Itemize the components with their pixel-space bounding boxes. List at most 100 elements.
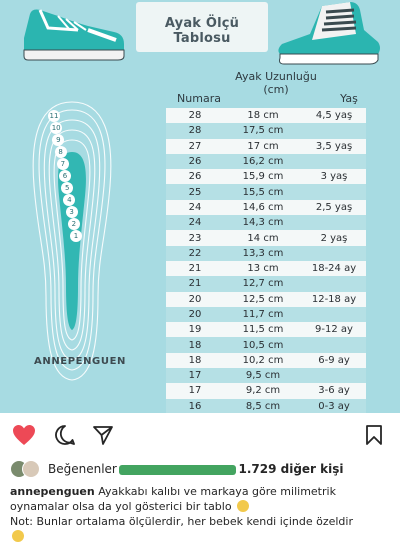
table-row: 26 15,9 cm 3 yaş bbox=[166, 169, 366, 185]
table-row: 25 15,5 cm bbox=[166, 184, 366, 200]
send-icon[interactable] bbox=[92, 424, 114, 446]
foot-length: 18 cm bbox=[247, 110, 279, 122]
size-number: 21 bbox=[188, 278, 202, 290]
foot-length: 12,7 cm bbox=[242, 278, 284, 290]
caption-username[interactable]: annepenguen bbox=[10, 485, 95, 498]
table-row: 18 10,5 cm bbox=[166, 337, 366, 353]
foot-length: 9,5 cm bbox=[245, 370, 281, 382]
sneaker-left-illustration bbox=[23, 9, 125, 61]
foot-length: 10,5 cm bbox=[242, 339, 284, 351]
age-range: 2 yaş bbox=[320, 232, 348, 244]
age-range: 6-9 ay bbox=[318, 354, 350, 366]
foot-length: 15,9 cm bbox=[242, 171, 284, 183]
table-row: 20 11,7 cm bbox=[166, 306, 366, 323]
redaction-scribble bbox=[118, 465, 237, 475]
foot-length: 12,5 cm bbox=[242, 293, 284, 305]
age-range: 3 yaş bbox=[320, 171, 348, 183]
age-range: 12-18 ay bbox=[311, 293, 357, 305]
bookmark-icon[interactable] bbox=[364, 424, 384, 446]
foot-size-marker: 9 bbox=[52, 134, 65, 146]
foot-length: 13 cm bbox=[247, 263, 279, 275]
likes-prefix: Beğenenler bbox=[48, 462, 117, 476]
likes-count[interactable]: 1.729 diğer kişi bbox=[238, 462, 344, 476]
foot-length: 14 cm bbox=[247, 232, 279, 244]
header-age: Yaş bbox=[340, 92, 358, 105]
age-range: 2,5 yaş bbox=[315, 201, 353, 213]
size-number: 24 bbox=[188, 217, 202, 229]
size-number: 28 bbox=[188, 125, 202, 137]
table-row: 23 14 cm 2 yaş bbox=[166, 230, 366, 246]
liker-avatars bbox=[10, 460, 42, 478]
age-range: 4,5 yaş bbox=[315, 110, 353, 122]
foot-size-marker: 10 bbox=[50, 122, 63, 134]
age-range: 3-6 ay bbox=[318, 385, 350, 397]
table-row: 21 12,7 cm bbox=[166, 276, 366, 292]
heart-icon[interactable] bbox=[12, 424, 36, 446]
foot-size-marker: 5 bbox=[61, 182, 74, 194]
likes-summary[interactable]: Beğenenler xxxxxxxxxxxxxxxx 1.729 diğer … bbox=[10, 459, 344, 479]
age-range: 3,5 yaş bbox=[315, 140, 353, 152]
chart-title: Ayak Ölçü Tablosu bbox=[164, 16, 240, 46]
foot-length: 14,6 cm bbox=[242, 201, 284, 213]
table-row: 20 12,5 cm 12-18 ay bbox=[166, 291, 366, 307]
size-number: 27 bbox=[188, 140, 202, 152]
foot-size-marker: 6 bbox=[59, 170, 71, 182]
foot-length: 11,5 cm bbox=[242, 324, 284, 336]
size-number: 18 bbox=[188, 339, 202, 351]
table-row: 18 10,2 cm 6-9 ay bbox=[166, 352, 366, 369]
table-row: 22 13,3 cm bbox=[166, 245, 366, 261]
size-number: 18 bbox=[188, 354, 202, 366]
foot-length: 11,7 cm bbox=[242, 309, 284, 320]
size-number: 23 bbox=[188, 232, 202, 244]
foot-size-marker: 1 bbox=[70, 230, 82, 242]
foot-length: 17 cm bbox=[247, 140, 279, 152]
table-row: 28 17,5 cm bbox=[166, 123, 366, 139]
size-number: 26 bbox=[188, 156, 202, 168]
thumbs-up-emoji-icon bbox=[237, 500, 250, 512]
header-length: Ayak Uzunluğu (cm) bbox=[235, 70, 317, 96]
table-row: 24 14,3 cm bbox=[166, 215, 366, 231]
table-row: 16 8,5 cm 0-3 ay bbox=[166, 398, 366, 413]
foot-size-marker: 11 bbox=[48, 110, 60, 122]
title-banner: Ayak Ölçü Tablosu bbox=[136, 2, 268, 52]
size-number: 20 bbox=[188, 309, 202, 320]
foot-size-marker: 4 bbox=[63, 194, 76, 206]
table-row: 17 9,2 cm 3-6 ay bbox=[166, 383, 366, 399]
size-number: 17 bbox=[188, 385, 202, 397]
foot-length: 15,5 cm bbox=[242, 186, 284, 198]
caption-text: Ayakkabı kalıbı ve markaya göre milimetr… bbox=[10, 485, 336, 513]
avatar bbox=[22, 460, 40, 478]
size-number: 26 bbox=[188, 171, 202, 183]
table-row: 26 16,2 cm bbox=[166, 153, 366, 170]
liker-username-redacted[interactable]: xxxxxxxxxxxxxxxx bbox=[118, 462, 237, 476]
size-number: 16 bbox=[188, 400, 202, 412]
caption-note: Not: Bunlar ortalama ölçülerdir, her beb… bbox=[10, 515, 353, 528]
foot-size-marker: 3 bbox=[65, 206, 78, 218]
age-range: 9-12 ay bbox=[315, 324, 353, 336]
foot-length: 16,2 cm bbox=[242, 156, 284, 168]
table-row: 17 9,5 cm bbox=[166, 368, 366, 384]
foot-length: 13,3 cm bbox=[242, 247, 284, 259]
size-number: 20 bbox=[188, 293, 202, 305]
foot-length: 8,5 cm bbox=[245, 400, 281, 412]
foot-length: 10,2 cm bbox=[242, 354, 284, 366]
size-number: 17 bbox=[188, 370, 202, 382]
size-table: 28 18 cm 4,5 yaş 28 17,5 cm 27 17 cm 3,5 yaş 26 1… bbox=[166, 108, 366, 413]
post-image[interactable]: Ayak Ölçü Tablosu 11 10 9 8 7 6 5 4 3 2 1 ANNEPENG… bbox=[0, 0, 400, 413]
size-number: 28 bbox=[188, 110, 202, 122]
size-number: 21 bbox=[188, 263, 202, 275]
smiling-face-emoji-icon bbox=[12, 530, 24, 542]
post-caption: annepenguen Ayakkabı kalıbı ve markaya g… bbox=[10, 484, 392, 544]
size-number: 24 bbox=[188, 201, 202, 213]
size-number: 25 bbox=[188, 186, 202, 198]
table-row: 19 11,5 cm 9-12 ay bbox=[166, 322, 366, 338]
foot-size-marker: 2 bbox=[67, 218, 80, 230]
foot-length: 17,5 cm bbox=[242, 125, 284, 137]
foot-length: 14,3 cm bbox=[242, 217, 284, 229]
sneaker-right-illustration bbox=[278, 2, 380, 65]
post-actions bbox=[0, 413, 400, 457]
table-row: 27 17 cm 3,5 yaş bbox=[166, 138, 366, 154]
comment-icon[interactable] bbox=[54, 424, 76, 446]
table-row: 24 14,6 cm 2,5 yaş bbox=[166, 199, 366, 216]
header-number: Numara bbox=[177, 92, 221, 105]
